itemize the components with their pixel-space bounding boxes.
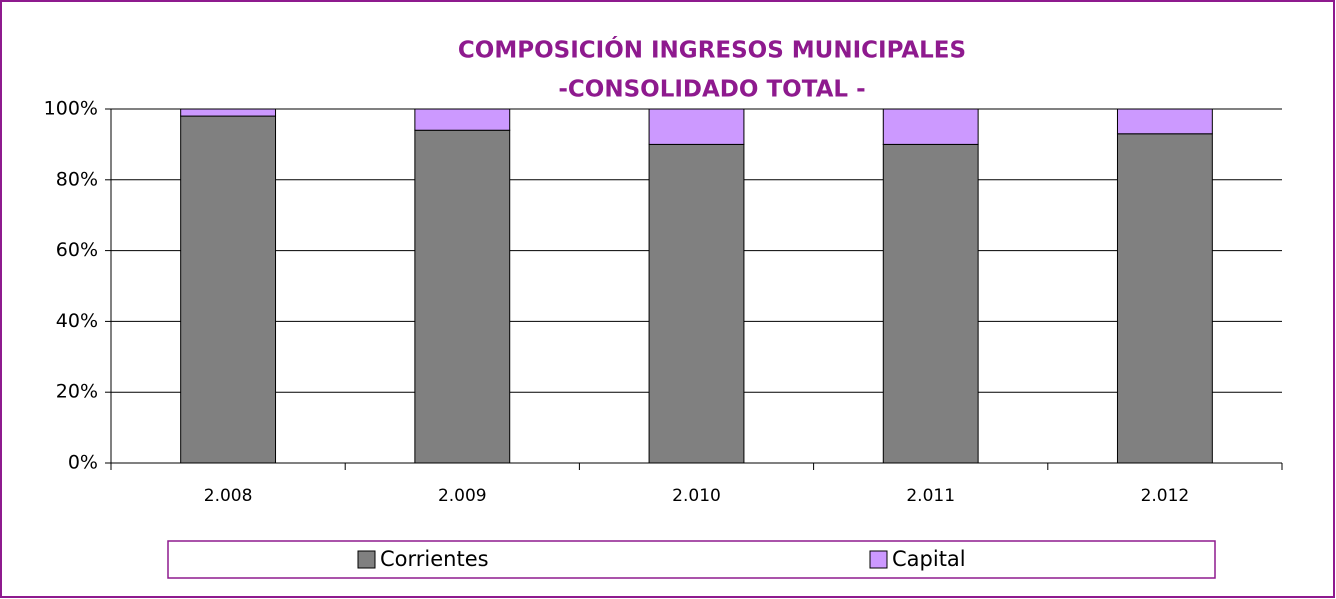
bar-segment [414, 129, 511, 464]
legend-swatch [357, 550, 376, 569]
legend-box [167, 540, 1216, 579]
y-tick-label: 40% [56, 310, 98, 332]
bar-segment [1116, 108, 1213, 135]
legend-label: Corrientes [380, 547, 489, 571]
bar-segment [882, 108, 979, 145]
bar-segment [1116, 133, 1213, 464]
y-tick-label: 80% [56, 168, 98, 190]
chart-title: COMPOSICIÓN INGRESOS MUNICIPALES [458, 36, 966, 64]
x-tick-label: 2.010 [672, 486, 721, 506]
x-tick-label: 2.008 [204, 486, 253, 506]
y-tick-label: 20% [56, 381, 98, 403]
x-tick-label: 2.012 [1141, 486, 1190, 506]
y-tick-label: 0% [68, 452, 98, 474]
bar-segment [882, 143, 979, 464]
bar-segment [648, 108, 745, 145]
bar-segment [180, 108, 277, 117]
bar-segment [414, 108, 511, 131]
legend-swatch [869, 550, 888, 569]
x-tick-label: 2.009 [438, 486, 487, 506]
chart-subtitle: -CONSOLIDADO TOTAL - [558, 77, 865, 103]
x-tick-label: 2.011 [906, 486, 955, 506]
bar-segment [648, 143, 745, 464]
legend-label: Capital [892, 547, 966, 571]
y-tick-label: 100% [44, 98, 98, 120]
bar-segment [180, 115, 277, 464]
y-tick-label: 60% [56, 239, 98, 261]
